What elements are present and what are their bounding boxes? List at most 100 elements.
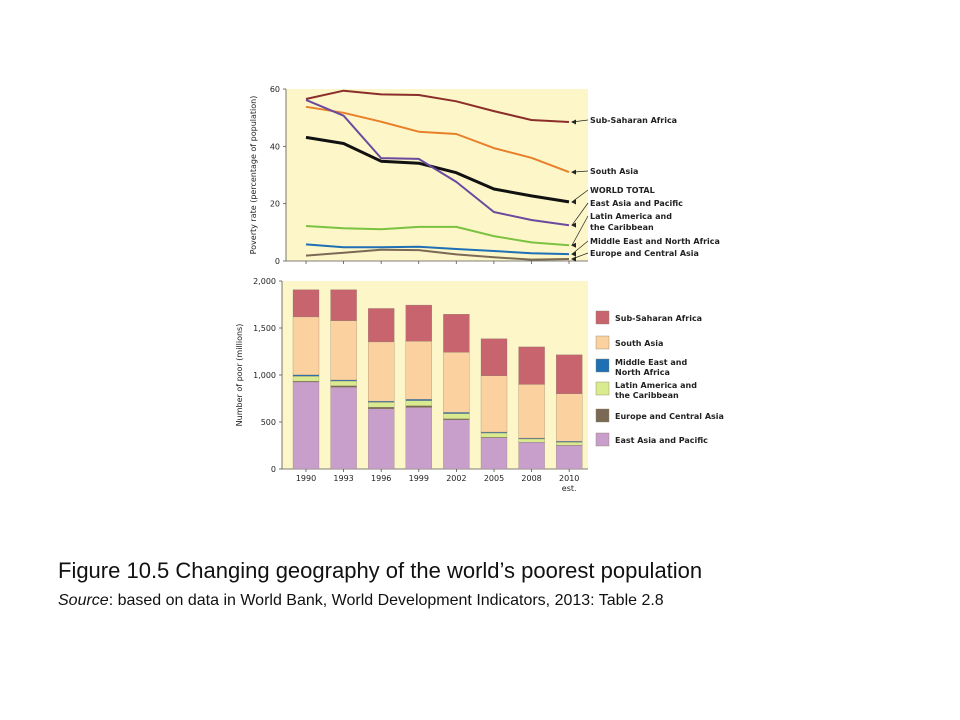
bar-y-tick-label: 1,500 [253,324,276,333]
bar-segment-middle-east-and-north-africa [443,412,470,414]
bar-segment-middle-east-and-north-africa [405,399,432,401]
bar-segment-south-asia [443,352,470,413]
line-label-world-total: WORLD TOTAL [590,186,655,195]
bar-x-tick-label: 2008 [521,474,541,483]
bar-segment-sub-saharan-africa [556,354,583,394]
bar-segment-south-asia [405,341,432,400]
bar-y-tick-label: 2,000 [253,277,276,286]
line-y-tick-label: 0 [275,257,280,266]
bar-segment-east-asia-and-pacific [330,386,357,470]
line-leader-world-total [571,189,589,203]
line-leader-arrowhead [571,169,576,175]
source-text: : based on data in World Bank, World Dev… [108,592,664,609]
line-leader-middle-east-and-north-africa [571,240,589,255]
bar-segment-latin-america-and-the-caribbean [480,432,508,438]
bar-segment-europe-and-central-asia [443,418,470,420]
bar-x-tick-label: 2005 [484,474,504,483]
figure-caption-source: Source: based on data in World Bank, Wor… [58,592,664,610]
bar-y-axis-label: Number of poor (millions) [235,324,244,427]
legend-swatch-sub-saharan-africa [595,310,610,325]
bar-segment-sub-saharan-africa [480,338,508,376]
line-leader-arrowhead [571,242,576,248]
poverty-rate-line-chart: 0 20 40 60 Poverty rate (percentage of popul… [249,85,720,266]
line-series-world-total [305,135,570,204]
line-leader-arrowhead [571,251,576,257]
line-series-europe-and-central-asia [305,248,570,261]
bar-segment-europe-and-central-asia [368,406,395,409]
bar-x-tick-label: 2010 [559,474,579,483]
line-label-sub-saharan-africa: Sub-Saharan Africa [590,116,677,125]
bar-x-tick-label: 1993 [333,474,353,483]
line-label-latin-america-and-the-caribbean: the Caribbean [590,223,654,232]
bar-x-tick-label: 1999 [409,474,429,483]
bar-segment-sub-saharan-africa [292,289,320,318]
bar-y-tick-label: 1,000 [253,371,276,380]
bar-segment-latin-america-and-the-caribbean [405,400,432,406]
bar-segment-south-asia [518,384,545,439]
bar-segment-latin-america-and-the-caribbean [292,375,320,382]
bar-segment-middle-east-and-north-africa [330,379,357,382]
bar-x-tick-label: 1990 [296,474,316,483]
line-leader-arrowhead [571,222,576,228]
legend-label-east-asia-and-pacific: East Asia and Pacific [615,436,708,445]
legend-swatch-europe-and-central-asia [595,408,610,423]
bar-segment-latin-america-and-the-caribbean [556,441,583,446]
legend-label-middle-east-and-north-africa: Middle East and [615,358,687,367]
bar-segment-middle-east-and-north-africa [292,374,320,377]
line-series-middle-east-and-north-africa [305,243,570,256]
bar-segment-sub-saharan-africa [518,346,545,385]
line-label-latin-america-and-the-caribbean: Latin America and [590,212,672,221]
legend-label-europe-and-central-asia: Europe and Central Asia [615,412,724,421]
bar-segment-europe-and-central-asia [330,385,357,388]
legend-label-middle-east-and-north-africa: North Africa [615,368,670,377]
bar-segment-east-asia-and-pacific [292,381,320,470]
legend-swatch-east-asia-and-pacific [595,432,610,447]
line-leader-east-asia-and-pacific [571,202,589,226]
bar-segment-east-asia-and-pacific [443,419,470,470]
line-leader-arrowhead [571,199,576,205]
bar-segment-south-asia [480,375,508,433]
line-label-middle-east-and-north-africa: Middle East and North Africa [590,237,720,246]
bar-segment-europe-and-central-asia [405,405,432,408]
line-series-sub-saharan-africa [305,89,570,123]
bar-x-tick-label: 1996 [371,474,391,483]
figure-caption-title: Figure 10.5 Changing geography of the wo… [58,558,703,583]
bar-segment-east-asia-and-pacific [556,445,583,470]
bar-segment-south-asia [330,320,357,381]
line-series-south-asia [305,105,570,174]
bar-segment-east-asia-and-pacific [480,437,508,470]
bar-segment-east-asia-and-pacific [405,407,432,470]
bar-y-tick-label: 0 [271,465,276,474]
line-label-europe-and-central-asia: Europe and Central Asia [590,249,699,258]
line-y-tick-label: 20 [270,200,280,209]
line-label-south-asia: South Asia [590,167,638,176]
line-leader-latin-america-and-the-caribbean [571,215,589,246]
line-series-latin-america-and-the-caribbean [305,225,570,247]
bar-segment-south-asia [556,393,583,442]
number-of-poor-bar-chart: 0 500 1,000 1,500 2,000 Number of poor (milli… [235,277,724,493]
line-series-east-asia-and-pacific [305,98,570,227]
legend-label-sub-saharan-africa: Sub-Saharan Africa [615,314,702,323]
bar-segment-latin-america-and-the-caribbean [518,438,545,443]
line-y-tick-label: 60 [270,85,280,94]
line-y-tick-label: 40 [270,142,280,151]
legend-label-south-asia: South Asia [615,339,663,348]
bar-segment-south-asia [368,341,395,402]
bar-segment-latin-america-and-the-caribbean [443,413,470,419]
legend-swatch-latin-america-and-the-caribbean [595,381,610,396]
legend-label-latin-america-and-the-caribbean: Latin America and [615,381,697,390]
bar-segment-east-asia-and-pacific [368,408,395,470]
line-leader-arrowhead [571,256,576,262]
bar-segment-sub-saharan-africa [443,314,470,353]
line-leader-arrowhead [571,119,576,125]
bar-segment-sub-saharan-africa [405,304,432,342]
bar-segment-latin-america-and-the-caribbean [330,380,357,386]
bar-segment-latin-america-and-the-caribbean [368,402,395,408]
bar-segment-east-asia-and-pacific [518,442,545,470]
source-label: Source [58,592,109,609]
line-chart-plot-area [286,89,588,261]
bar-segment-sub-saharan-africa [368,308,395,343]
line-label-east-asia-and-pacific: East Asia and Pacific [590,199,683,208]
bar-segment-south-asia [292,316,320,376]
